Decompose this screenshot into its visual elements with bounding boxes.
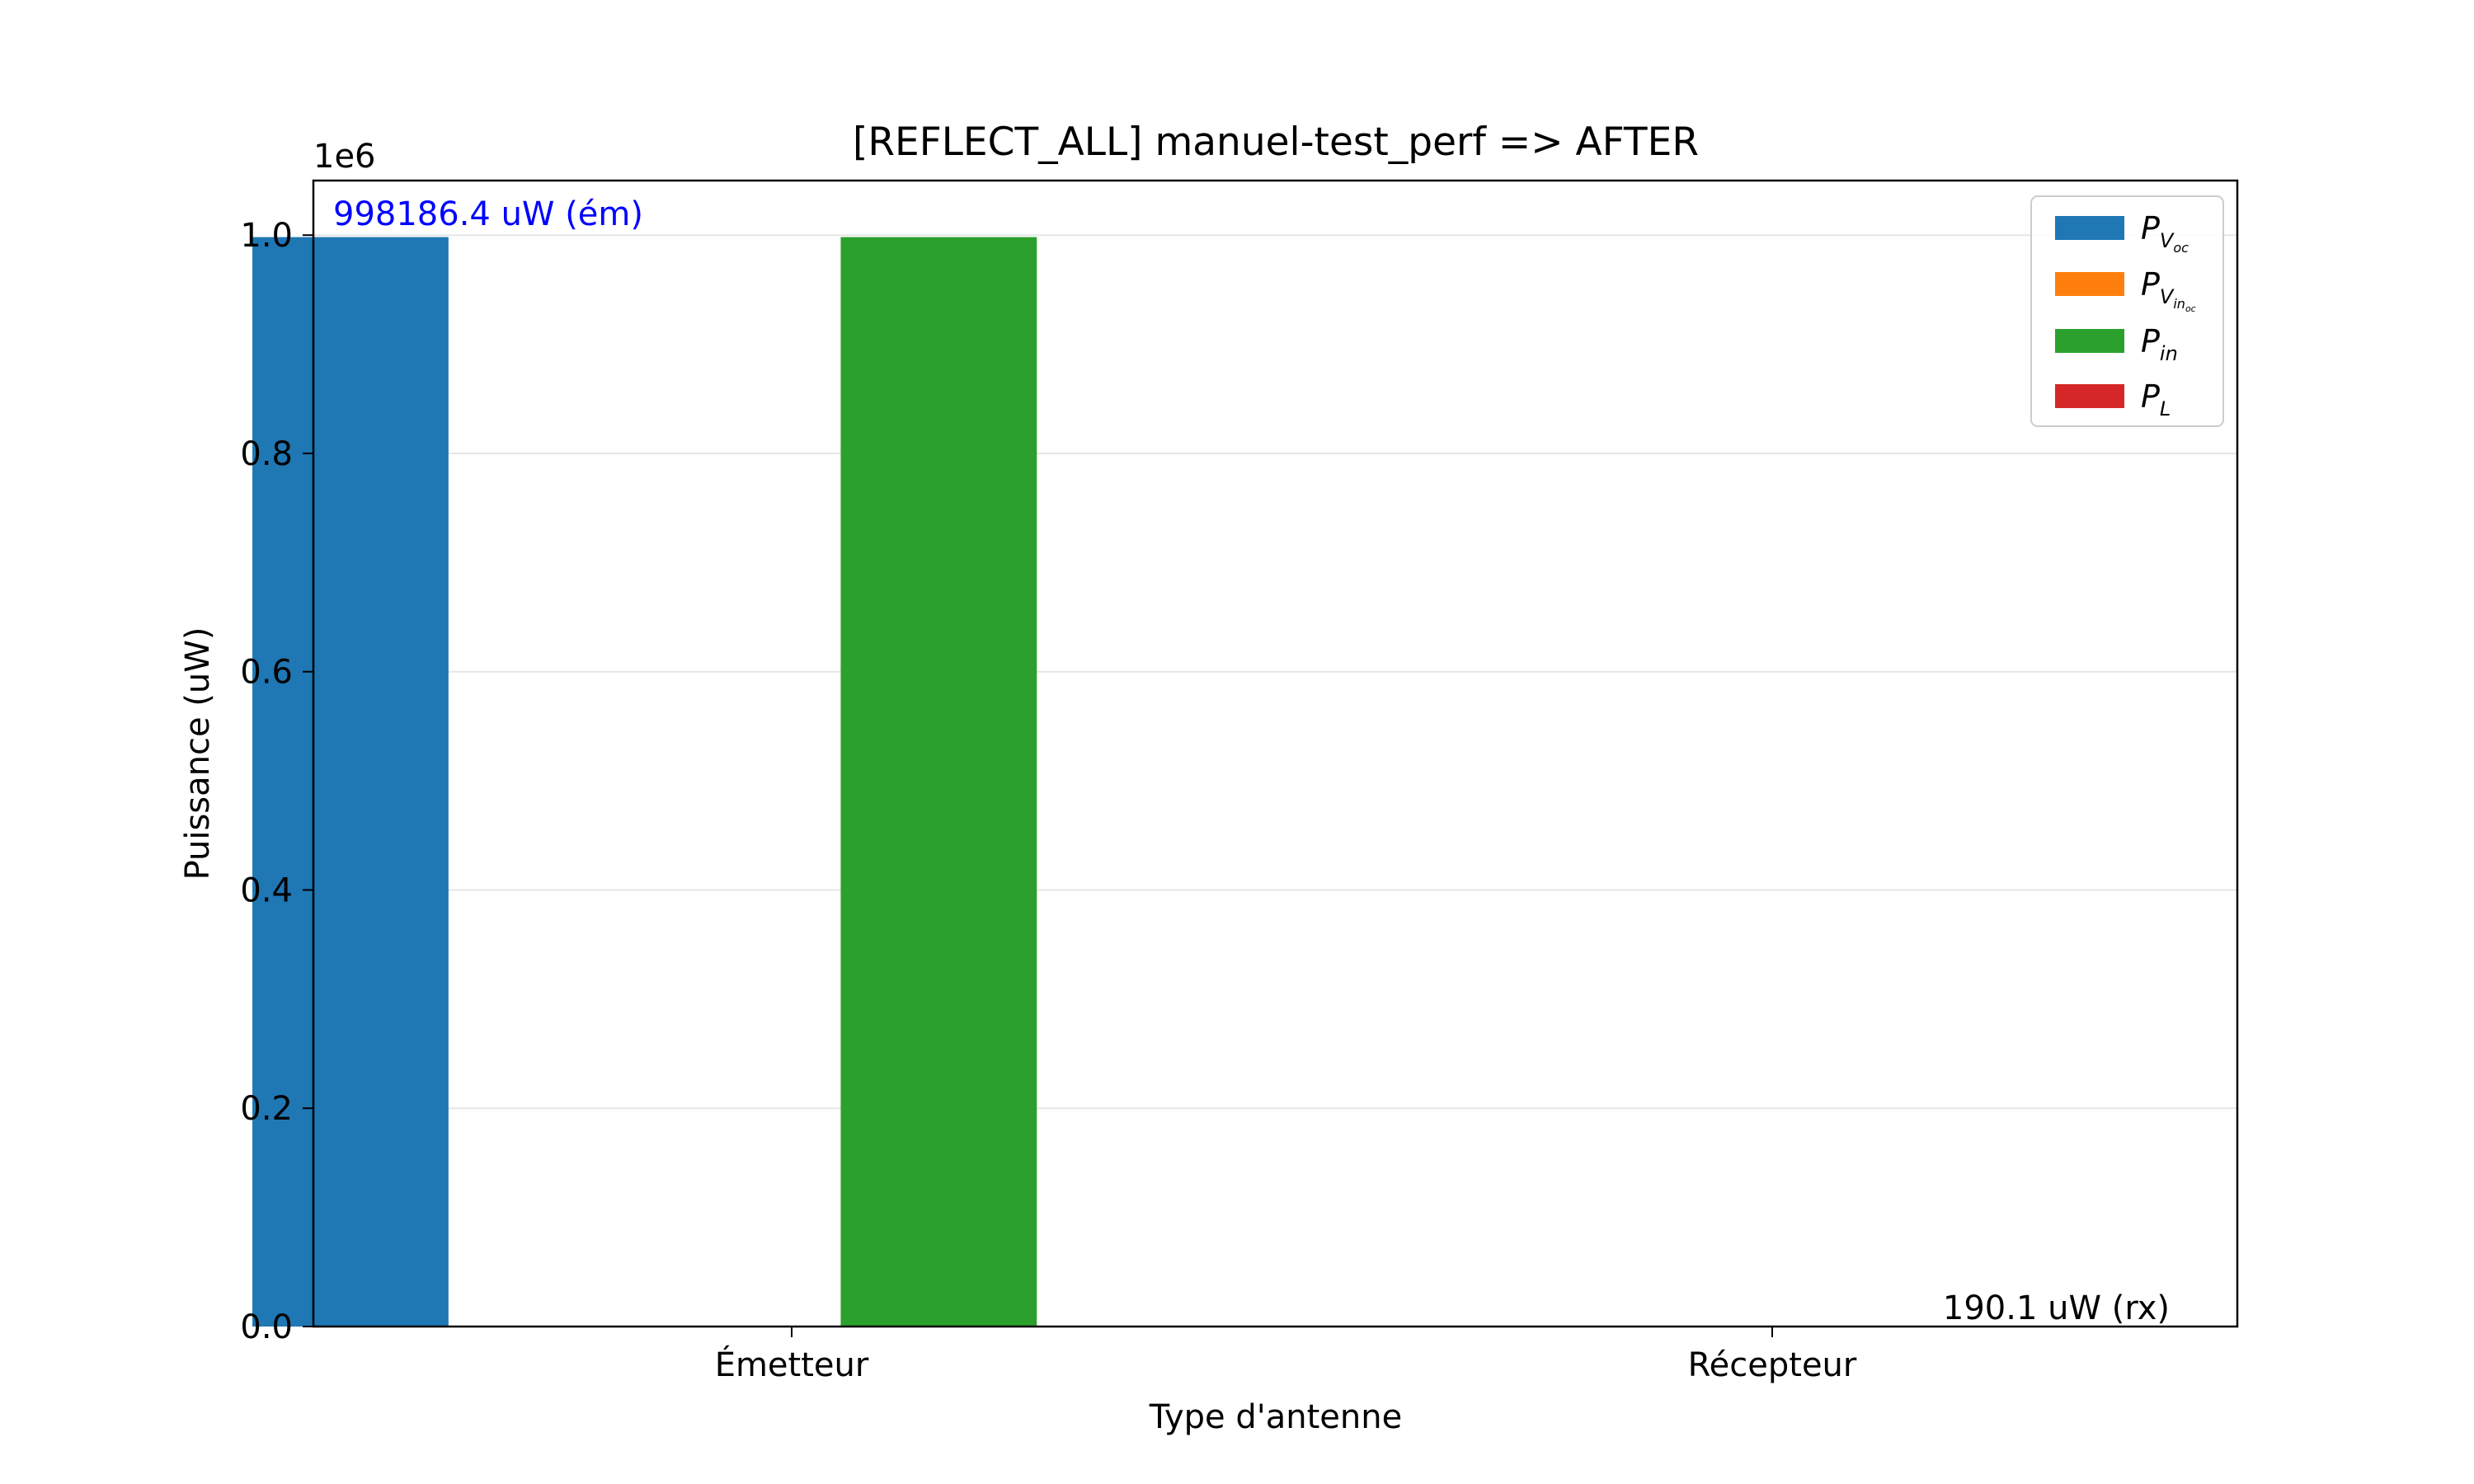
legend-swatch-P_V_oc <box>2055 216 2124 240</box>
bar-P_in-0 <box>840 237 1037 1327</box>
y-tick-label: 1.0 <box>240 217 293 255</box>
emitter-annotation: 998186.4 uW (ém) <box>333 195 643 233</box>
chart-title: [REFLECT_ALL] manuel-test_perf => AFTER <box>853 120 1699 165</box>
legend-swatch-P_V_in_oc <box>2055 272 2124 296</box>
y-axis-label: Puissance (uW) <box>179 627 217 881</box>
y-tick-label: 0.4 <box>240 871 293 909</box>
bar-P_V_oc-0 <box>252 237 449 1327</box>
receiver-annotation: 190.1 uW (rx) <box>1943 1289 2170 1327</box>
legend-swatch-P_L <box>2055 384 2124 408</box>
bars <box>252 237 2018 1327</box>
x-tick-label: Émetteur <box>715 1345 869 1384</box>
x-axis-label: Type d'antenne <box>1149 1398 1402 1436</box>
y-tick-label: 0.8 <box>240 435 293 473</box>
plot-frame <box>312 179 2239 1328</box>
y-axis-ticks: 0.0 0.2 0.4 0.6 0.8 1.0 <box>240 217 313 1346</box>
x-axis-ticks: Émetteur Récepteur <box>715 1327 1857 1384</box>
y-tick-label: 0.0 <box>240 1308 293 1346</box>
legend-box <box>2030 195 2224 427</box>
x-tick-label: Récepteur <box>1688 1346 1857 1384</box>
y-tick-label: 0.2 <box>240 1090 293 1128</box>
legend-swatch-P_in <box>2055 329 2124 353</box>
y-tick-label: 0.6 <box>240 654 293 692</box>
y-scale-label: 1e6 <box>313 138 376 176</box>
